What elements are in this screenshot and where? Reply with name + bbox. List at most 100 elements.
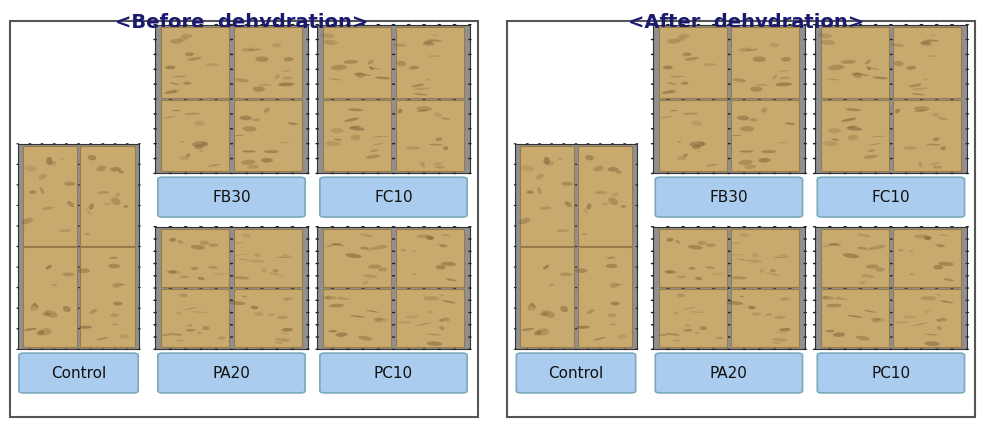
- Circle shape: [423, 263, 426, 264]
- Circle shape: [773, 24, 776, 26]
- Circle shape: [843, 226, 847, 227]
- Circle shape: [361, 275, 364, 277]
- Circle shape: [773, 83, 776, 85]
- Circle shape: [392, 128, 395, 130]
- Circle shape: [168, 312, 172, 313]
- Circle shape: [101, 328, 104, 329]
- Ellipse shape: [276, 257, 293, 258]
- Ellipse shape: [63, 306, 71, 312]
- Circle shape: [757, 238, 761, 240]
- Circle shape: [168, 226, 172, 227]
- Circle shape: [587, 348, 590, 350]
- Circle shape: [651, 348, 654, 350]
- Circle shape: [682, 54, 685, 55]
- Circle shape: [126, 246, 129, 247]
- Ellipse shape: [396, 61, 406, 66]
- Circle shape: [184, 128, 187, 130]
- Circle shape: [843, 128, 847, 130]
- Circle shape: [965, 68, 969, 70]
- Circle shape: [315, 312, 319, 313]
- Circle shape: [291, 128, 295, 130]
- Circle shape: [138, 143, 141, 145]
- Ellipse shape: [40, 187, 44, 194]
- Bar: [731, 27, 799, 98]
- Ellipse shape: [752, 253, 758, 257]
- Circle shape: [184, 68, 187, 70]
- Ellipse shape: [894, 321, 908, 323]
- Ellipse shape: [818, 33, 831, 38]
- Circle shape: [651, 226, 654, 227]
- Ellipse shape: [759, 269, 763, 273]
- Circle shape: [788, 324, 792, 326]
- Circle shape: [346, 250, 350, 252]
- Circle shape: [727, 173, 731, 174]
- Bar: [233, 230, 301, 287]
- Circle shape: [712, 143, 715, 144]
- Ellipse shape: [534, 330, 542, 335]
- Ellipse shape: [617, 334, 627, 339]
- Circle shape: [526, 205, 529, 206]
- Circle shape: [306, 98, 309, 100]
- Ellipse shape: [79, 326, 92, 329]
- Ellipse shape: [674, 312, 679, 314]
- Circle shape: [526, 164, 529, 165]
- Circle shape: [168, 68, 172, 70]
- Circle shape: [423, 39, 426, 40]
- Circle shape: [624, 143, 626, 145]
- Ellipse shape: [703, 63, 716, 66]
- Circle shape: [154, 68, 157, 70]
- Circle shape: [538, 308, 541, 309]
- Circle shape: [773, 312, 776, 313]
- Circle shape: [346, 287, 350, 289]
- Circle shape: [599, 205, 602, 206]
- Circle shape: [828, 83, 831, 85]
- Circle shape: [291, 173, 295, 174]
- Bar: [659, 27, 727, 98]
- Circle shape: [682, 250, 685, 252]
- Ellipse shape: [375, 76, 390, 79]
- Circle shape: [696, 83, 700, 85]
- Circle shape: [315, 250, 319, 252]
- Ellipse shape: [235, 78, 249, 82]
- Ellipse shape: [208, 266, 218, 269]
- Circle shape: [599, 348, 602, 350]
- Circle shape: [712, 312, 715, 313]
- Circle shape: [423, 226, 426, 227]
- Circle shape: [90, 205, 93, 206]
- Circle shape: [199, 68, 203, 70]
- Circle shape: [437, 226, 441, 227]
- Circle shape: [230, 39, 233, 40]
- Circle shape: [346, 39, 350, 40]
- Circle shape: [551, 225, 554, 227]
- Circle shape: [773, 300, 776, 301]
- Ellipse shape: [731, 276, 747, 279]
- Ellipse shape: [666, 270, 674, 274]
- Circle shape: [437, 68, 441, 70]
- Ellipse shape: [863, 155, 878, 159]
- Circle shape: [101, 143, 104, 145]
- Circle shape: [199, 250, 203, 252]
- Circle shape: [935, 263, 939, 264]
- Ellipse shape: [336, 332, 348, 337]
- Circle shape: [184, 54, 187, 55]
- Circle shape: [951, 24, 953, 26]
- Ellipse shape: [334, 139, 342, 141]
- Circle shape: [260, 158, 264, 159]
- Circle shape: [804, 312, 807, 313]
- Circle shape: [828, 263, 831, 264]
- Circle shape: [562, 225, 565, 227]
- Circle shape: [40, 143, 43, 145]
- Circle shape: [65, 205, 68, 206]
- Circle shape: [813, 275, 817, 277]
- Circle shape: [651, 68, 654, 70]
- Circle shape: [951, 336, 953, 338]
- Circle shape: [154, 250, 157, 252]
- Circle shape: [828, 143, 831, 144]
- Circle shape: [951, 275, 953, 277]
- Circle shape: [538, 225, 541, 227]
- Circle shape: [624, 205, 626, 206]
- Ellipse shape: [344, 118, 360, 122]
- Ellipse shape: [329, 304, 345, 307]
- Circle shape: [712, 348, 715, 350]
- Ellipse shape: [705, 164, 718, 167]
